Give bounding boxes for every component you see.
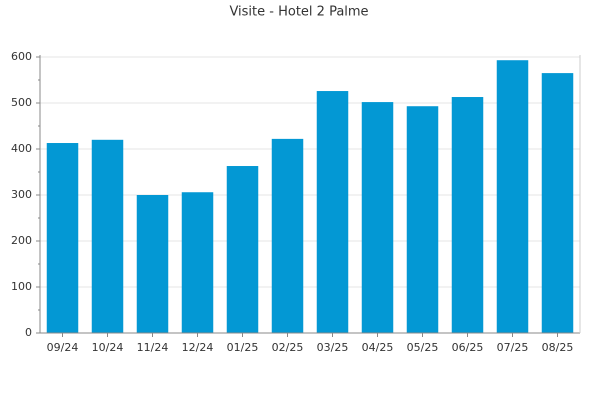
bar: [271, 138, 304, 333]
bar: [496, 60, 529, 333]
x-tick-label: 04/25: [362, 341, 394, 354]
x-tick-label: 05/25: [407, 341, 439, 354]
bar: [46, 143, 79, 333]
y-tick-label: 400: [11, 142, 32, 155]
x-tick-label: 03/25: [317, 341, 349, 354]
bar: [136, 195, 169, 333]
y-tick-label: 600: [11, 50, 32, 63]
bar: [406, 106, 439, 333]
x-tick-label: 07/25: [497, 341, 529, 354]
bar: [316, 91, 349, 333]
chart-title: Visite - Hotel 2 Palme: [229, 5, 368, 20]
bar: [91, 139, 124, 333]
x-tick-label: 09/24: [47, 341, 79, 354]
bar: [361, 102, 394, 333]
y-tick-label: 100: [11, 280, 32, 293]
y-tick-label: 500: [11, 96, 32, 109]
x-tick-label: 08/25: [542, 341, 574, 354]
x-tick-label: 11/24: [137, 341, 169, 354]
y-tick-label: 200: [11, 234, 32, 247]
bar: [541, 73, 574, 333]
x-tick-label: 10/24: [92, 341, 124, 354]
x-tick-label: 12/24: [182, 341, 214, 354]
x-tick-label: 01/25: [227, 341, 259, 354]
y-tick-label: 300: [11, 188, 32, 201]
bar: [451, 97, 484, 334]
bar: [226, 166, 259, 333]
bar: [181, 192, 214, 333]
x-tick-label: 02/25: [272, 341, 304, 354]
x-tick-label: 06/25: [452, 341, 484, 354]
y-tick-label: 0: [25, 326, 32, 339]
